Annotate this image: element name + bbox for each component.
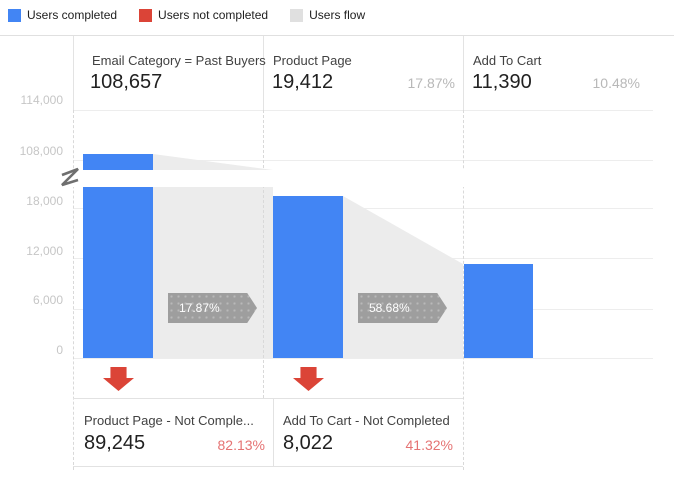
legend: Users completed Users not completed User… [8,8,387,22]
legend-item-users-completed[interactable]: Users completed [8,8,117,22]
not-completed-cell-product-page: Product Page - Not Comple... 89,245 82.1… [73,399,273,466]
users-completed-swatch-icon [8,8,21,22]
stage-value: 19,412 [272,71,334,93]
not-completed-value: 89,245 [84,432,146,454]
flow-wedge-above-break [153,154,273,170]
column-divider [73,36,74,110]
legend-item-label: Users flow [309,8,366,22]
users-flow-swatch-icon [290,8,304,22]
legend-item-label: Users completed [27,8,118,22]
stage-value: 11,390 [472,71,532,93]
red-down-arrow-icon [103,367,134,391]
column-guide-dashed [263,110,264,398]
y-axis-tick: 114,000 [20,93,64,107]
bar-product-page[interactable] [273,196,343,358]
not-completed-cell-add-to-cart: Add To Cart - Not Completed 8,022 41.32% [273,399,463,466]
not-completed-label: Product Page - Not Comple... [84,413,254,428]
y-axis-tick: 6,000 [32,293,63,307]
not-completed-cells: Product Page - Not Comple... 89,245 82.1… [73,398,463,467]
flow-email-to-product-page [153,187,273,358]
column-guide-dashed [73,110,74,470]
legend-item-users-flow[interactable]: Users flow [290,8,365,22]
axis-break-band [73,170,653,187]
stage-value: 108,657 [90,71,163,93]
gridline [73,110,653,111]
y-axis-tick: 108,000 [19,144,63,158]
stage-label: Product Page [273,53,352,68]
flow-percent: 58.68% [369,301,410,315]
y-axis-tick: 0 [56,343,63,357]
column-divider [263,36,264,110]
flow-percent: 17.87% [179,301,220,315]
flow-arrow-badge: 17.87% [168,293,257,323]
not-completed-label: Add To Cart - Not Completed [283,413,450,428]
not-completed-percent: 82.13% [217,437,265,453]
gridline [73,358,653,359]
stage-label: Add To Cart [473,53,542,68]
axis-break-icon [61,167,79,187]
gridline [73,160,653,161]
red-down-arrow-icon [293,367,324,391]
bar-email-category-lower-segment[interactable] [83,187,153,358]
legend-item-label: Users not completed [158,8,269,22]
stage-percent: 10.48% [592,75,640,91]
not-completed-percent: 41.32% [405,437,453,453]
y-axis-tick: 12,000 [26,244,63,258]
flow-product-page-to-add-to-cart [343,196,463,358]
stage-percent: 17.87% [407,75,455,91]
not-completed-value: 8,022 [283,432,334,454]
cell-divider [273,399,274,466]
bar-add-to-cart[interactable] [464,264,533,358]
header-top-rule [0,35,674,36]
flow-arrow-badge: 58.68% [358,293,447,323]
column-divider [463,36,464,110]
column-guide-dashed [463,110,464,470]
users-not-completed-swatch-icon [139,8,153,22]
stage-label: Email Category = Past Buyers [92,53,266,68]
y-axis-tick: 18,000 [26,194,63,208]
bar-email-category-upper-segment[interactable] [83,154,153,170]
legend-item-users-not-completed[interactable]: Users not completed [139,8,268,22]
